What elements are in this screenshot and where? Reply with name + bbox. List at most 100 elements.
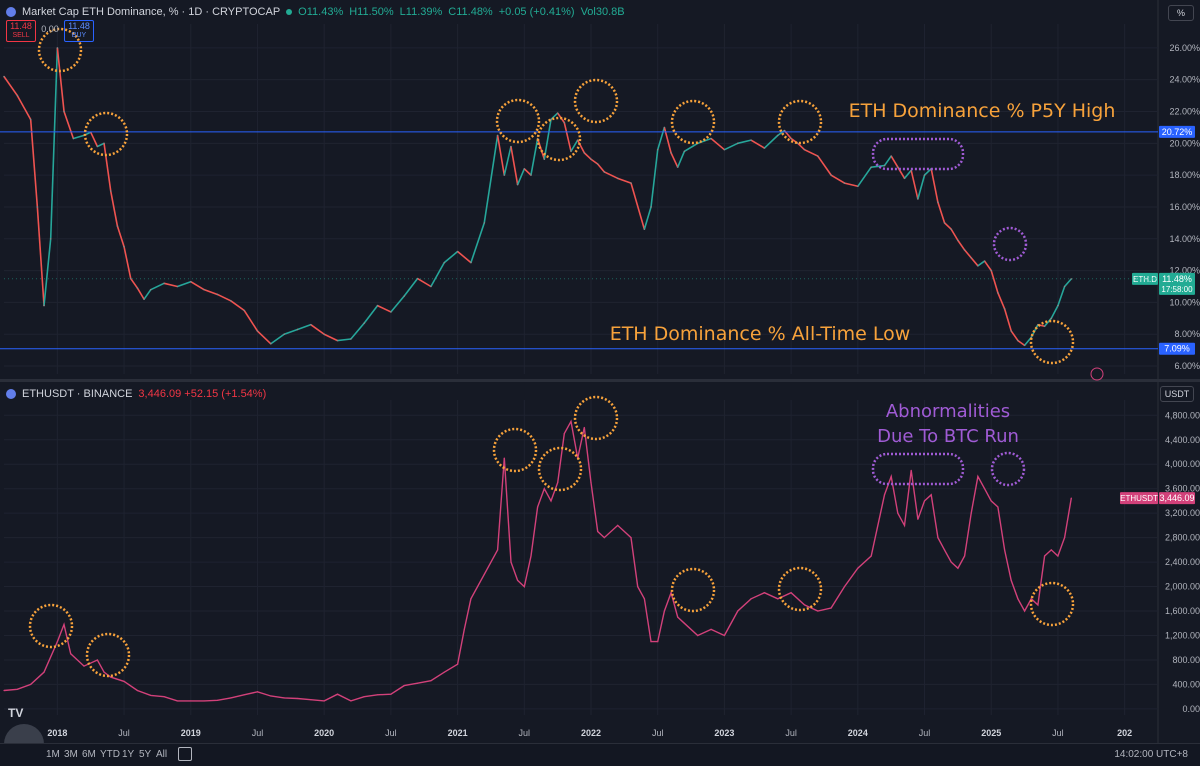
dominance-segment <box>97 142 105 148</box>
dominance-point <box>56 47 59 49</box>
dominance-point <box>656 148 659 151</box>
ethusdt-point <box>83 665 85 667</box>
dominance-point <box>96 145 99 148</box>
top-axis-unit-button[interactable]: % <box>1168 5 1194 21</box>
dominance-point <box>857 185 859 188</box>
clock[interactable]: 14:02:00 UTC+8 <box>1114 749 1188 760</box>
annotation-all-time-low: ETH Dominance % All-Time Low <box>610 323 911 345</box>
ethusdt-point <box>56 641 58 643</box>
ethusdt-point <box>683 622 685 624</box>
x-tick-label: Jul <box>519 728 531 738</box>
ethusdt-point <box>176 700 179 702</box>
dominance-segment <box>650 149 659 208</box>
range-3m-button[interactable]: 3M <box>64 749 78 760</box>
ethusdt-point <box>650 641 652 643</box>
dominance-point <box>983 260 986 262</box>
dominance-point <box>189 280 192 283</box>
x-tick-label: 2024 <box>848 728 868 738</box>
y-tick-label: 0.00 <box>1182 704 1200 714</box>
range-1y-button[interactable]: 1Y <box>122 749 135 760</box>
ethusdt-point <box>350 700 352 702</box>
dominance-point <box>1050 317 1053 320</box>
ethusdt-point <box>283 697 285 699</box>
ethusdt-point <box>577 457 579 459</box>
dominance-point <box>163 282 165 285</box>
ethusdt-point <box>903 524 906 526</box>
hline-price-tag <box>1159 125 1195 138</box>
dominance-segment <box>797 142 806 151</box>
ethusdt-point <box>243 694 245 696</box>
dominance-segment <box>590 158 599 165</box>
ethusdt-point <box>203 700 205 702</box>
range-ytd-button[interactable]: YTD <box>100 749 120 760</box>
ethusdt-point <box>470 598 472 600</box>
bottom-axis-unit-button[interactable]: USDT <box>1160 386 1194 402</box>
ethusdt-point <box>1070 497 1072 499</box>
ethusdt-point <box>163 696 165 698</box>
ethusdt-point <box>497 549 499 551</box>
dominance-point <box>750 139 752 141</box>
ethusdt-point <box>1010 579 1012 582</box>
purple-highlight-circle <box>990 451 1026 487</box>
ethusdt-point <box>16 688 18 690</box>
y-tick-label: 800.00 <box>1172 655 1200 665</box>
dominance-segment <box>297 323 312 331</box>
high-value: H11.50% <box>349 6 394 18</box>
highlight-circle <box>573 395 619 441</box>
y-tick-label: 3,600.00 <box>1165 484 1200 494</box>
y-tick-label: 8.00% <box>1174 329 1200 339</box>
dominance-point <box>1010 330 1013 332</box>
range-all-button[interactable]: All <box>156 749 168 760</box>
highlight-circle <box>37 27 83 73</box>
dominance-point <box>3 75 5 78</box>
range-6m-button[interactable]: 6M <box>82 749 96 760</box>
dominance-segment <box>943 222 952 230</box>
dominance-segment <box>937 201 946 224</box>
ethusdt-point <box>1023 610 1026 612</box>
dominance-segment <box>29 119 39 208</box>
ethusdt-point <box>890 475 892 478</box>
dominance-point <box>643 228 646 231</box>
ethusdt-point <box>937 537 939 539</box>
range-5y-button[interactable]: 5Y <box>139 749 152 760</box>
dominance-segment <box>963 249 972 259</box>
buy-button[interactable]: 11.48 BUY <box>64 20 94 42</box>
ethusdt-point <box>103 671 105 673</box>
dominance-point <box>1070 278 1073 280</box>
ethusdt-point <box>510 561 512 563</box>
highlight-circle <box>83 111 129 157</box>
open-value: O11.43% <box>298 6 344 18</box>
date-range-calendar-icon[interactable] <box>178 747 192 761</box>
pane-separator <box>0 379 1200 382</box>
dominance-point <box>310 323 312 326</box>
dominance-segment <box>737 139 752 145</box>
y-tick-label: 22.00% <box>1169 107 1200 117</box>
dominance-segment <box>310 324 325 335</box>
bottom-chart-title[interactable]: ETHUSDT · BINANCE <box>22 388 133 400</box>
ethusdt-point <box>570 420 572 423</box>
ethusdt-point <box>1050 549 1052 551</box>
dominance-point <box>796 142 799 145</box>
dominance-segment <box>270 333 285 345</box>
dominance-point <box>663 126 666 129</box>
dominance-segment <box>130 278 139 289</box>
ethusdt-point <box>697 634 699 637</box>
y-tick-label: 2,800.00 <box>1165 533 1200 543</box>
ethusdt-point <box>637 585 639 588</box>
dominance-segment <box>283 328 298 335</box>
x-tick-label: Jul <box>652 728 664 738</box>
top-chart-title[interactable]: Market Cap ETH Dominance, % · 1D · CRYPT… <box>22 6 281 18</box>
ethusdt-point <box>190 700 192 702</box>
ethusdt-point <box>737 610 739 612</box>
range-1m-button[interactable]: 1M <box>46 749 60 760</box>
ethusdt-point <box>670 592 672 594</box>
ethusdt-point <box>543 488 545 490</box>
dominance-segment <box>1017 339 1026 347</box>
sell-button[interactable]: 11.48 SELL <box>6 20 36 42</box>
highlight-circle <box>28 603 74 649</box>
dominance-point <box>870 166 872 168</box>
ethusdt-point <box>416 682 419 684</box>
dominance-segment <box>443 250 459 264</box>
dominance-segment <box>643 206 652 230</box>
